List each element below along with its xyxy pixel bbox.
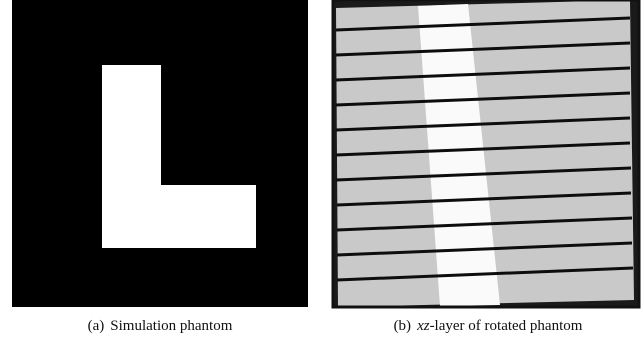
caption-math: xz bbox=[416, 318, 430, 334]
caption-label: (b) bbox=[394, 318, 412, 334]
caption-text: -layer of rotated phantom bbox=[430, 318, 583, 334]
caption-b: (b)xz-layer of rotated phantom bbox=[394, 318, 583, 334]
phantom-image bbox=[12, 0, 308, 307]
caption-text: Simulation phantom bbox=[110, 318, 232, 334]
page: (a) Simulation phantom (b)xz-layer of rot… bbox=[0, 0, 644, 347]
figure: (a) Simulation phantom (b)xz-layer of rot… bbox=[0, 0, 644, 347]
caption-a: (a) Simulation phantom bbox=[88, 318, 233, 334]
rotated-phantom-image bbox=[333, 0, 639, 307]
caption-label: (a) bbox=[88, 318, 105, 334]
